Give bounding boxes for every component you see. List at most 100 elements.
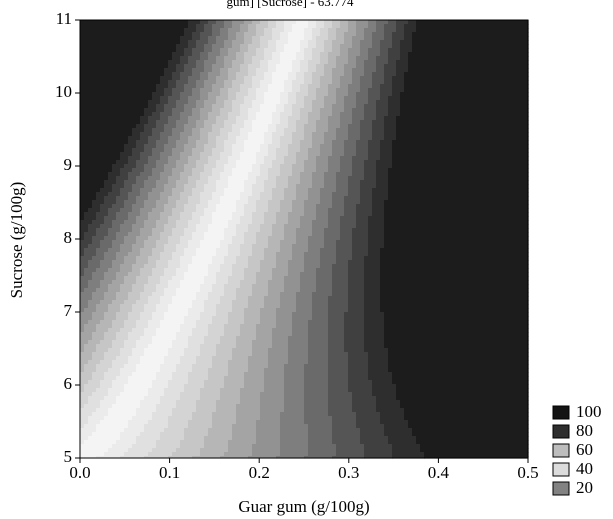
- contour-band: [244, 124, 253, 129]
- contour-band: [144, 304, 157, 309]
- contour-band: [296, 100, 305, 105]
- contour-band: [392, 152, 529, 157]
- contour-band: [224, 236, 233, 241]
- contour-band: [252, 248, 265, 253]
- contour-band: [380, 144, 393, 149]
- contour-band: [332, 108, 345, 113]
- contour-band: [84, 328, 97, 333]
- contour-band: [92, 316, 105, 321]
- contour-band: [172, 296, 197, 301]
- contour-band: [152, 248, 165, 253]
- contour-band: [224, 120, 237, 125]
- x-tick-label: 0.1: [159, 463, 180, 482]
- contour-band: [296, 56, 305, 61]
- contour-band: [348, 284, 365, 289]
- contour-band: [308, 336, 329, 341]
- contour-band: [172, 88, 185, 93]
- contour-band: [364, 448, 393, 453]
- contour-band: [348, 280, 365, 285]
- contour-band: [272, 336, 289, 341]
- contour-band: [284, 228, 297, 233]
- contour-band: [196, 228, 209, 233]
- contour-band: [356, 104, 365, 109]
- contour-band: [240, 128, 253, 133]
- contour-band: [328, 92, 337, 97]
- contour-band: [312, 32, 321, 37]
- contour-band: [256, 332, 273, 337]
- contour-band: [348, 380, 373, 385]
- contour-band: [172, 192, 181, 197]
- contour-band: [224, 288, 237, 293]
- contour-band: [296, 296, 313, 301]
- contour-band: [92, 376, 105, 381]
- contour-band: [224, 284, 241, 289]
- contour-band: [264, 96, 281, 101]
- contour-band: [80, 240, 93, 245]
- contour-band: [332, 264, 349, 269]
- contour-band: [96, 308, 109, 313]
- contour-band: [252, 340, 273, 345]
- contour-band: [204, 104, 213, 109]
- contour-band: [380, 268, 529, 273]
- contour-band: [380, 40, 393, 45]
- contour-band: [156, 244, 165, 249]
- contour-band: [304, 28, 313, 33]
- contour-band: [352, 112, 365, 117]
- contour-band: [256, 72, 265, 77]
- contour-band: [96, 456, 121, 459]
- x-tick-label: 0.5: [517, 463, 538, 482]
- contour-band: [296, 52, 305, 57]
- contour-band: [352, 232, 369, 237]
- contour-band: [128, 312, 141, 317]
- contour-band: [416, 440, 529, 445]
- contour-band: [328, 364, 349, 369]
- contour-band: [212, 316, 229, 321]
- y-tick-label: 9: [64, 155, 73, 174]
- contour-band: [348, 388, 373, 393]
- contour-band: [80, 220, 93, 225]
- contour-band: [156, 444, 181, 449]
- contour-band: [168, 424, 189, 429]
- contour-band: [296, 192, 309, 197]
- contour-band: [160, 280, 169, 285]
- contour-band: [296, 92, 309, 97]
- contour-band: [208, 96, 217, 101]
- contour-band: [112, 168, 121, 173]
- contour-band: [144, 204, 157, 209]
- contour-band: [284, 280, 301, 285]
- contour-band: [268, 244, 281, 249]
- contour-band: [256, 208, 269, 213]
- contour-band: [168, 176, 181, 181]
- contour-band: [260, 36, 273, 41]
- contour-band: [260, 168, 269, 173]
- contour-band: [332, 284, 349, 289]
- contour-band: [196, 224, 209, 229]
- contour-band: [260, 192, 273, 197]
- contour-band: [280, 448, 309, 453]
- contour-band: [304, 48, 313, 53]
- contour-band: [288, 124, 297, 129]
- contour-band: [340, 48, 349, 53]
- y-tick-label: 5: [64, 447, 73, 466]
- contour-band: [104, 452, 125, 457]
- contour-band: [280, 200, 293, 205]
- contour-band: [252, 124, 269, 129]
- contour-band: [136, 436, 161, 441]
- contour-band: [200, 32, 213, 37]
- contour-band: [80, 180, 105, 185]
- contour-band: [256, 152, 269, 157]
- contour-band: [248, 200, 257, 205]
- contour-band: [124, 148, 133, 153]
- contour-band: [156, 200, 169, 205]
- contour-band: [180, 192, 193, 197]
- contour-band: [296, 300, 313, 305]
- contour-band: [356, 220, 369, 225]
- contour-band: [212, 364, 229, 369]
- contour-band: [408, 64, 529, 69]
- contour-band: [312, 56, 321, 61]
- contour-band: [268, 152, 277, 157]
- contour-band: [276, 324, 293, 329]
- contour-band: [260, 108, 277, 113]
- contour-band: [340, 164, 353, 169]
- contour-band: [344, 140, 357, 145]
